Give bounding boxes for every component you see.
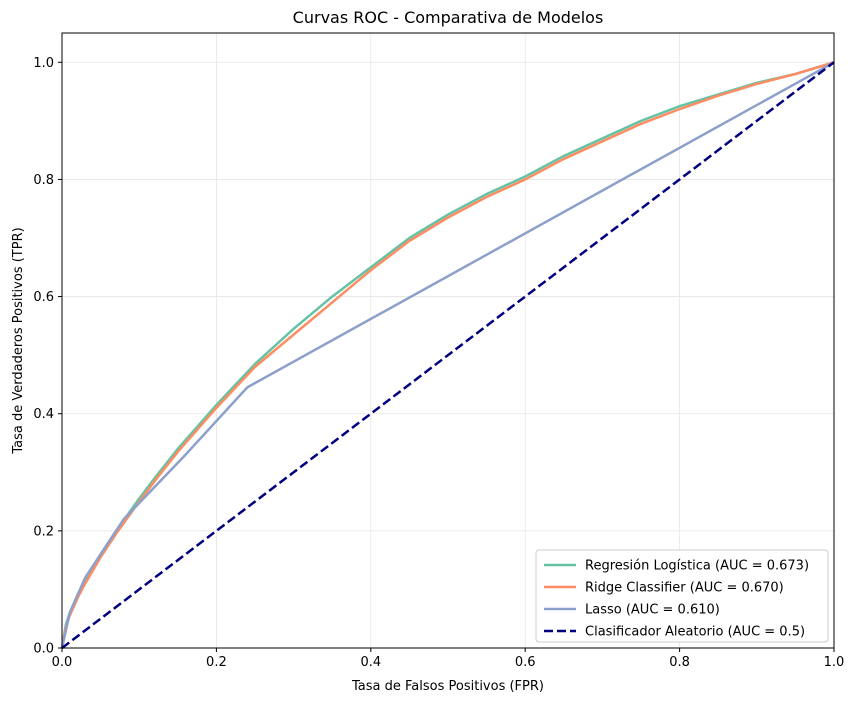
legend-label-2: Lasso (AUC = 0.610) [585,603,720,618]
series-lines [60,61,835,649]
x-tick-label: 0.6 [515,655,536,670]
x-tick-label: 0.8 [669,655,690,670]
y-axis-label: Tasa de Verdaderos Positivos (TPR) [11,227,26,454]
legend-label-1: Ridge Classifier (AUC = 0.670) [585,581,784,596]
x-axis-label: Tasa de Falsos Positivos (FPR) [351,679,544,694]
y-tick-label: 0.0 [33,642,54,657]
plot-frame [61,32,835,649]
axis-ticks: 0.0 0.2 0.4 0.6 0.8 1.0 0.0 0.2 0.4 0.6 0.8 1.0 [33,56,844,670]
x-tick-label: 0.4 [360,655,381,670]
chart-title: Curvas ROC - Comparativa de Modelos [293,8,604,27]
y-tick-label: 0.8 [33,173,54,188]
y-tick-label: 1.0 [33,56,54,71]
series-line-1 [60,61,835,649]
y-tick-label: 0.6 [33,290,54,305]
y-tick-label: 0.2 [33,524,54,539]
x-tick-label: 0.0 [52,655,73,670]
series-line-2 [60,61,835,649]
legend-label-0: Regresión Logística (AUC = 0.673) [585,559,809,574]
legend: Regresión Logística (AUC = 0.673) Ridge C… [535,549,829,643]
x-tick-label: 1.0 [824,655,845,670]
legend-label-3: Clasificador Aleatorio (AUC = 0.5) [585,625,805,640]
x-tick-label: 0.2 [206,655,227,670]
grid-lines [61,33,835,649]
legend-box [535,549,829,643]
y-tick-label: 0.4 [33,407,54,422]
series-line-3 [61,61,835,649]
